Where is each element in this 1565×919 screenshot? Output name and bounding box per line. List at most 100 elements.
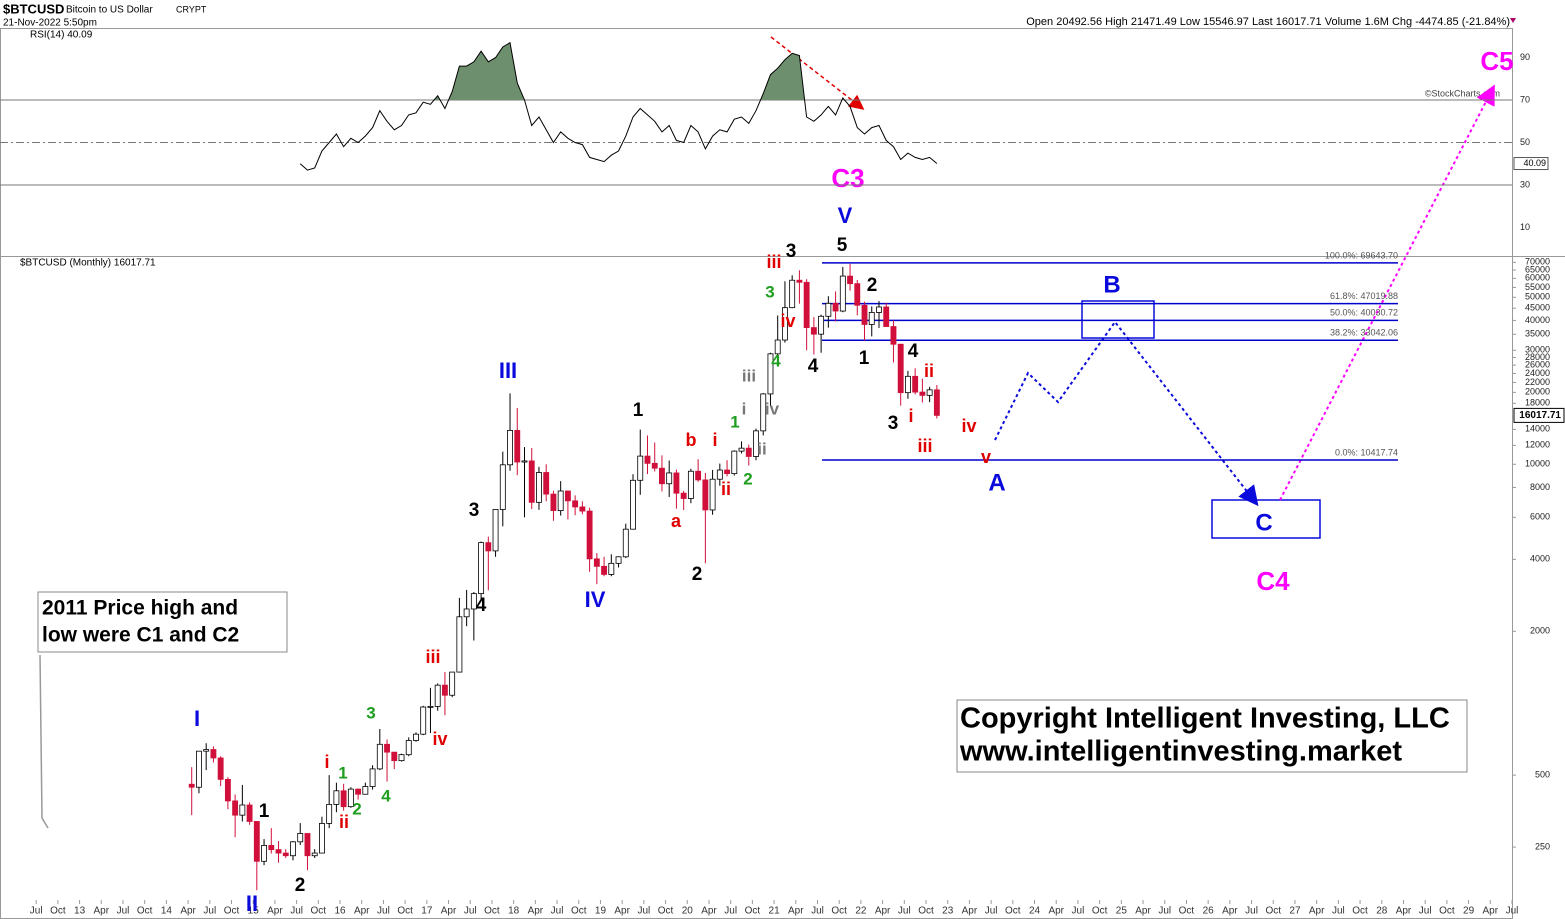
x-tick-label: Oct bbox=[1005, 906, 1021, 917]
symbol: $BTCUSD bbox=[3, 1, 64, 16]
note-line: low were C1 and C2 bbox=[42, 624, 239, 647]
x-tick-label: 21 bbox=[769, 906, 781, 917]
candle-body bbox=[362, 786, 369, 795]
x-tick-label: Oct bbox=[311, 906, 327, 917]
x-tick-label: Jul bbox=[1506, 906, 1519, 917]
y-tick-label: 4000 bbox=[1530, 554, 1550, 564]
candle-body bbox=[340, 790, 347, 808]
x-tick-label: Jul bbox=[1245, 906, 1258, 917]
candle-body bbox=[521, 460, 528, 463]
x-tick-label: Apr bbox=[701, 906, 717, 917]
wave-label: i bbox=[742, 399, 747, 418]
wave-label: 3 bbox=[469, 500, 480, 521]
x-tick-label: 23 bbox=[942, 906, 954, 917]
y-tick-label: 40000 bbox=[1525, 315, 1550, 325]
wave-label: C3 bbox=[831, 163, 864, 193]
candle-body bbox=[912, 375, 919, 393]
rsi-last-label: 40.09 bbox=[1523, 158, 1546, 168]
candle-body bbox=[456, 616, 463, 673]
x-tick-label: Jul bbox=[985, 906, 998, 917]
rsi-tick-label: 50 bbox=[1520, 137, 1530, 147]
timestamp: 21-Nov-2022 5:50pm bbox=[3, 18, 97, 29]
copyright-line: www.intelligentinvesting.market bbox=[959, 736, 1402, 768]
quote-line: Open 20492.56 High 21471.49 Low 15546.97… bbox=[1026, 16, 1510, 28]
x-tick-label: Jul bbox=[377, 906, 390, 917]
x-tick-label: 17 bbox=[421, 906, 433, 917]
x-tick-label: 19 bbox=[595, 906, 607, 917]
x-tick-label: 25 bbox=[1116, 906, 1128, 917]
candle-body bbox=[188, 783, 195, 788]
wave-label: 2 bbox=[692, 564, 703, 585]
x-tick-label: Apr bbox=[1396, 906, 1412, 917]
credit: ©StockCharts.com bbox=[1425, 88, 1500, 98]
wave-label: i bbox=[712, 430, 717, 450]
candle-body bbox=[818, 315, 825, 335]
candle-body bbox=[203, 749, 210, 752]
rsi-tick-label: 70 bbox=[1520, 94, 1530, 104]
y-tick-label: 18000 bbox=[1525, 398, 1550, 408]
y-tick-label: 65000 bbox=[1525, 264, 1550, 274]
candle-body bbox=[384, 743, 390, 753]
candle-body bbox=[789, 279, 796, 309]
wave-label: I bbox=[194, 706, 200, 731]
x-tick-label: Oct bbox=[1092, 906, 1108, 917]
target-box-b bbox=[1081, 300, 1155, 339]
projection-arrow bbox=[1279, 84, 1495, 501]
candle-body bbox=[405, 740, 412, 756]
y-tick-label: 20000 bbox=[1525, 387, 1550, 397]
wave-label: 3 bbox=[366, 703, 375, 722]
wave-label: B bbox=[1103, 271, 1120, 298]
rsi-tick-label: 10 bbox=[1520, 222, 1530, 232]
y-tick-label: 14000 bbox=[1525, 424, 1550, 434]
rsi-tick-label: 90 bbox=[1520, 52, 1530, 62]
candle-body bbox=[478, 542, 485, 595]
candle-body bbox=[702, 479, 709, 511]
wave-label: 1 bbox=[633, 400, 644, 421]
candle-body bbox=[774, 339, 781, 355]
candle-body bbox=[557, 490, 564, 511]
wave-label: iv bbox=[432, 729, 447, 749]
x-tick-label: 26 bbox=[1203, 906, 1215, 917]
candle-body bbox=[876, 306, 882, 313]
candle-body bbox=[268, 845, 275, 850]
wave-label: 5 bbox=[837, 235, 848, 256]
x-tick-label: Oct bbox=[1439, 906, 1455, 917]
candle-body bbox=[637, 455, 644, 481]
wave-label: 2 bbox=[867, 275, 878, 296]
wave-label: i bbox=[324, 752, 329, 772]
wave-label: i bbox=[908, 406, 913, 426]
wave-label: V bbox=[838, 203, 853, 228]
wave-label: ii bbox=[924, 361, 934, 381]
price-panel-label: $BTCUSD (Monthly) 16017.71 bbox=[20, 258, 156, 269]
wave-label: 2 bbox=[352, 799, 361, 818]
x-tick-label: Jul bbox=[290, 906, 303, 917]
x-tick-label: Jul bbox=[1419, 906, 1432, 917]
candle-body bbox=[644, 455, 651, 464]
rsi-last-box bbox=[1513, 157, 1549, 171]
x-tick-label: Apr bbox=[1048, 906, 1064, 917]
fib-label: 50.0%: 40030.72 bbox=[1330, 308, 1398, 318]
copyright-box bbox=[956, 699, 1468, 773]
wave-label: iii bbox=[766, 252, 781, 272]
wave-label: C bbox=[1255, 509, 1272, 536]
candle-body bbox=[355, 788, 362, 795]
candle-body bbox=[413, 733, 419, 741]
x-tick-label: Oct bbox=[571, 906, 587, 917]
candle-body bbox=[311, 852, 318, 857]
wave-label: 3 bbox=[786, 241, 797, 262]
wave-label: 1 bbox=[338, 763, 347, 782]
x-tick-label: Oct bbox=[831, 906, 847, 917]
candle-body bbox=[543, 472, 550, 495]
y-tick-label: 55000 bbox=[1525, 282, 1550, 292]
candle-body bbox=[499, 464, 506, 510]
y-tick-label: 30000 bbox=[1525, 345, 1550, 355]
candle-body bbox=[760, 393, 767, 432]
x-tick-label: Oct bbox=[918, 906, 934, 917]
candle-body bbox=[630, 479, 636, 530]
x-tick-label: Oct bbox=[1352, 906, 1368, 917]
exchange: CRYPT bbox=[176, 4, 207, 14]
wave-label: iii bbox=[742, 366, 756, 385]
candle-body bbox=[897, 343, 904, 394]
x-tick-label: Jul bbox=[811, 906, 824, 917]
